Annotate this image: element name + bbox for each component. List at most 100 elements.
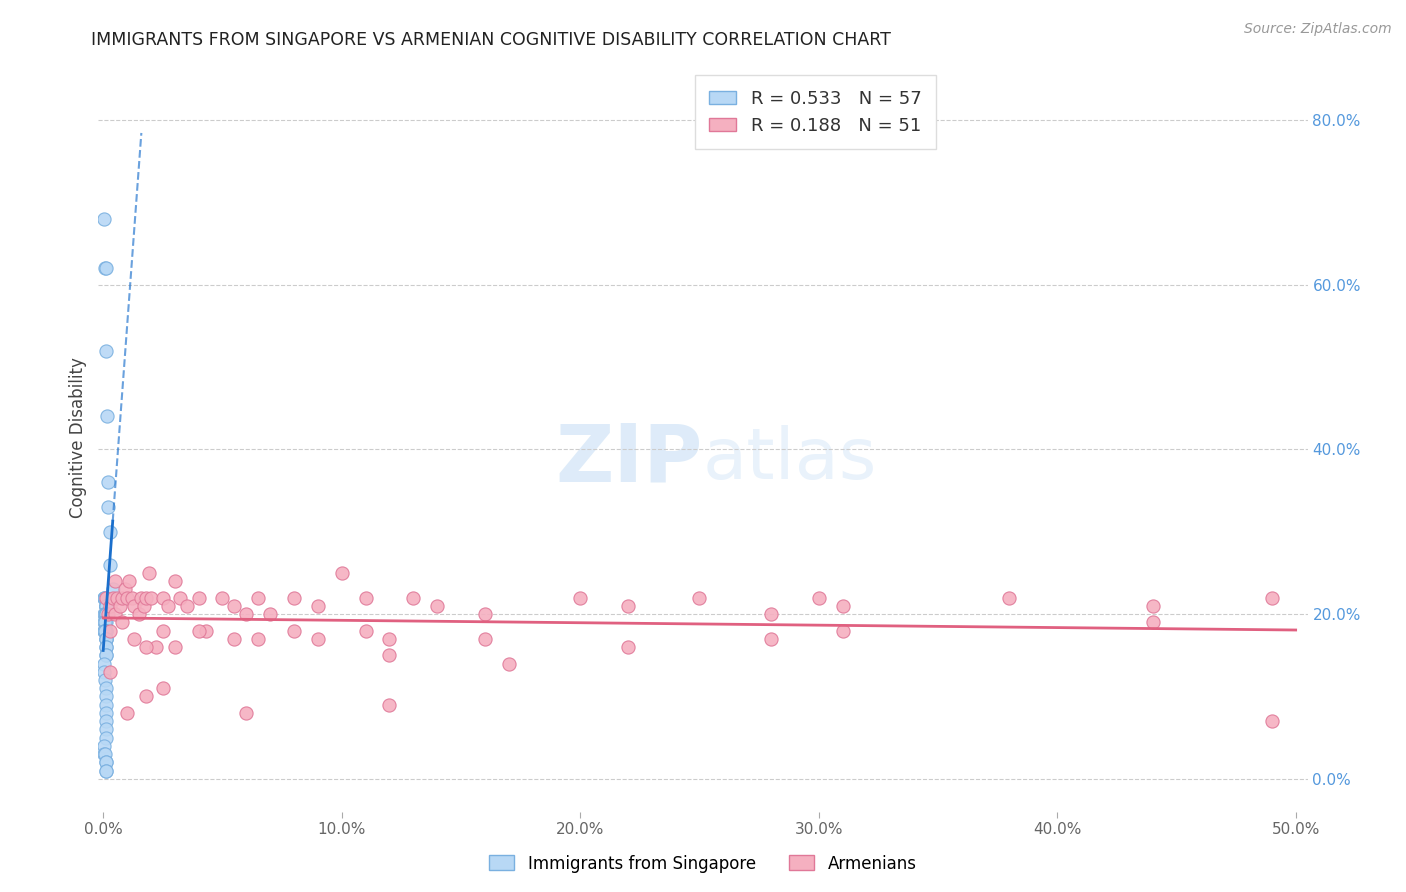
Point bbox=[1142, 599, 1164, 613]
Point bbox=[94, 607, 117, 621]
Point bbox=[96, 409, 118, 424]
Point bbox=[94, 690, 117, 704]
Point bbox=[156, 599, 179, 613]
Point bbox=[135, 690, 157, 704]
Point bbox=[163, 574, 186, 589]
Point bbox=[176, 599, 198, 613]
Point bbox=[139, 591, 162, 605]
Point bbox=[94, 673, 117, 687]
Point bbox=[1261, 591, 1284, 605]
Text: IMMIGRANTS FROM SINGAPORE VS ARMENIAN COGNITIVE DISABILITY CORRELATION CHART: IMMIGRANTS FROM SINGAPORE VS ARMENIAN CO… bbox=[91, 31, 891, 49]
Point bbox=[807, 591, 830, 605]
Point bbox=[330, 566, 353, 580]
Text: Source: ZipAtlas.com: Source: ZipAtlas.com bbox=[1244, 22, 1392, 37]
Point bbox=[97, 500, 120, 514]
Point bbox=[354, 591, 377, 605]
Point bbox=[169, 591, 191, 605]
Point bbox=[93, 615, 115, 630]
Point bbox=[354, 624, 377, 638]
Point bbox=[94, 648, 117, 663]
Point bbox=[94, 591, 117, 605]
Point bbox=[93, 747, 115, 761]
Point bbox=[759, 607, 782, 621]
Point bbox=[94, 624, 117, 638]
Point bbox=[194, 624, 217, 638]
Point bbox=[224, 599, 246, 613]
Point bbox=[247, 591, 270, 605]
Point bbox=[94, 640, 117, 654]
Point bbox=[474, 607, 496, 621]
Point bbox=[94, 756, 117, 770]
Point bbox=[831, 624, 853, 638]
Point bbox=[259, 607, 281, 621]
Point bbox=[152, 681, 174, 696]
Point bbox=[152, 624, 174, 638]
Point bbox=[94, 723, 117, 737]
Point bbox=[115, 706, 138, 720]
Point bbox=[93, 624, 115, 638]
Point bbox=[94, 607, 117, 621]
Point bbox=[163, 640, 186, 654]
Point bbox=[93, 657, 115, 671]
Point bbox=[94, 698, 117, 712]
Point bbox=[998, 591, 1021, 605]
Point bbox=[187, 591, 209, 605]
Point bbox=[94, 599, 117, 613]
Point bbox=[378, 632, 401, 646]
Point bbox=[94, 615, 117, 630]
Point bbox=[135, 591, 157, 605]
Point bbox=[94, 591, 117, 605]
Point bbox=[235, 706, 257, 720]
Point bbox=[831, 599, 853, 613]
Point bbox=[93, 739, 115, 753]
Point bbox=[93, 624, 115, 638]
Text: ZIP: ZIP bbox=[555, 420, 703, 499]
Point bbox=[152, 591, 174, 605]
Point bbox=[108, 599, 131, 613]
Text: atlas: atlas bbox=[703, 425, 877, 494]
Point bbox=[94, 648, 117, 663]
Point bbox=[283, 624, 305, 638]
Point bbox=[94, 764, 117, 778]
Point bbox=[569, 591, 592, 605]
Point bbox=[94, 599, 117, 613]
Point bbox=[115, 591, 138, 605]
Point bbox=[122, 632, 145, 646]
Point bbox=[94, 343, 117, 358]
Point bbox=[94, 764, 117, 778]
Point bbox=[94, 607, 117, 621]
Point bbox=[426, 599, 449, 613]
Point bbox=[688, 591, 710, 605]
Point bbox=[94, 599, 117, 613]
Point bbox=[94, 599, 117, 613]
Point bbox=[98, 524, 121, 539]
Point bbox=[107, 591, 129, 605]
Point bbox=[94, 681, 117, 696]
Point bbox=[93, 591, 115, 605]
Point bbox=[617, 599, 640, 613]
Point bbox=[114, 582, 136, 597]
Point bbox=[132, 599, 155, 613]
Point bbox=[128, 607, 150, 621]
Point bbox=[94, 261, 117, 276]
Point bbox=[759, 632, 782, 646]
Point bbox=[402, 591, 425, 605]
Point bbox=[617, 640, 640, 654]
Point bbox=[101, 591, 124, 605]
Point bbox=[283, 591, 305, 605]
Point bbox=[94, 261, 117, 276]
Point bbox=[94, 607, 117, 621]
Point bbox=[93, 607, 115, 621]
Point bbox=[93, 591, 115, 605]
Point bbox=[94, 607, 117, 621]
Point bbox=[98, 599, 121, 613]
Point bbox=[97, 607, 120, 621]
Point bbox=[94, 756, 117, 770]
Point bbox=[135, 640, 157, 654]
Point bbox=[307, 632, 329, 646]
Point bbox=[94, 632, 117, 646]
Point bbox=[94, 615, 117, 630]
Point bbox=[1142, 615, 1164, 630]
Point bbox=[94, 706, 117, 720]
Point bbox=[498, 657, 520, 671]
